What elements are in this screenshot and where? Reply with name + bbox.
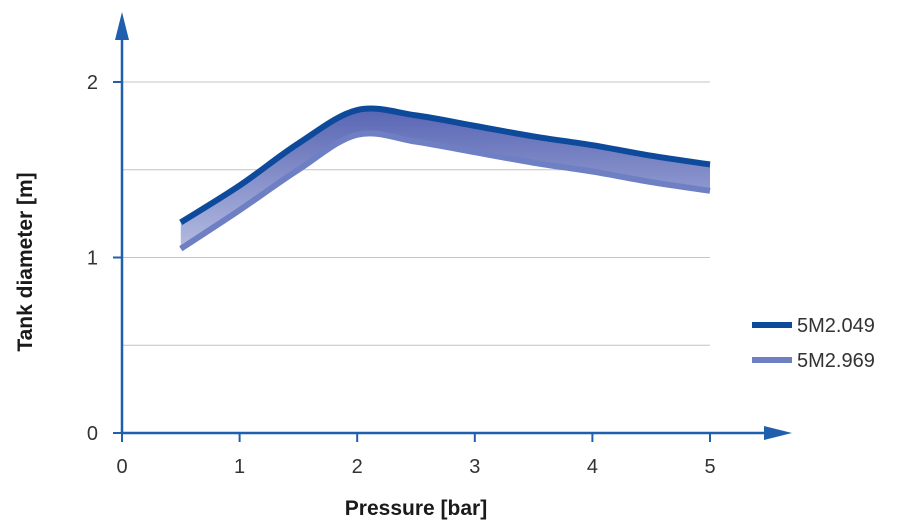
x-tick-label: 5	[704, 456, 715, 478]
tick-labels: 0 1 2 3 4 5 0 1 2	[87, 72, 716, 478]
y-axis-arrow	[115, 12, 129, 40]
legend-item-series-2: 5M2.969	[752, 350, 875, 372]
gridlines	[122, 81, 710, 346]
series-line-5m2-969	[179, 130, 711, 252]
legend: 5M2.049 5M2.969	[752, 315, 875, 372]
axes	[113, 12, 792, 442]
legend-label: 5M2.969	[797, 350, 875, 372]
y-tick-label: 0	[87, 423, 98, 445]
x-tick-label: 2	[352, 456, 363, 478]
x-axis-label: Pressure [bar]	[345, 497, 487, 520]
x-tick-label: 4	[587, 456, 598, 478]
legend-label: 5M2.049	[797, 315, 875, 337]
x-axis-arrow	[764, 426, 792, 440]
y-tick-label: 1	[87, 248, 98, 270]
x-tick-label: 3	[469, 456, 480, 478]
x-tick-label: 0	[116, 456, 127, 478]
y-axis-label: Tank diameter [m]	[14, 172, 37, 351]
series-lines	[179, 105, 711, 252]
y-tick-label: 2	[87, 72, 98, 94]
x-tick-label: 1	[234, 456, 245, 478]
series-line-5m2-049	[179, 105, 711, 225]
legend-item-series-1: 5M2.049	[752, 315, 875, 337]
